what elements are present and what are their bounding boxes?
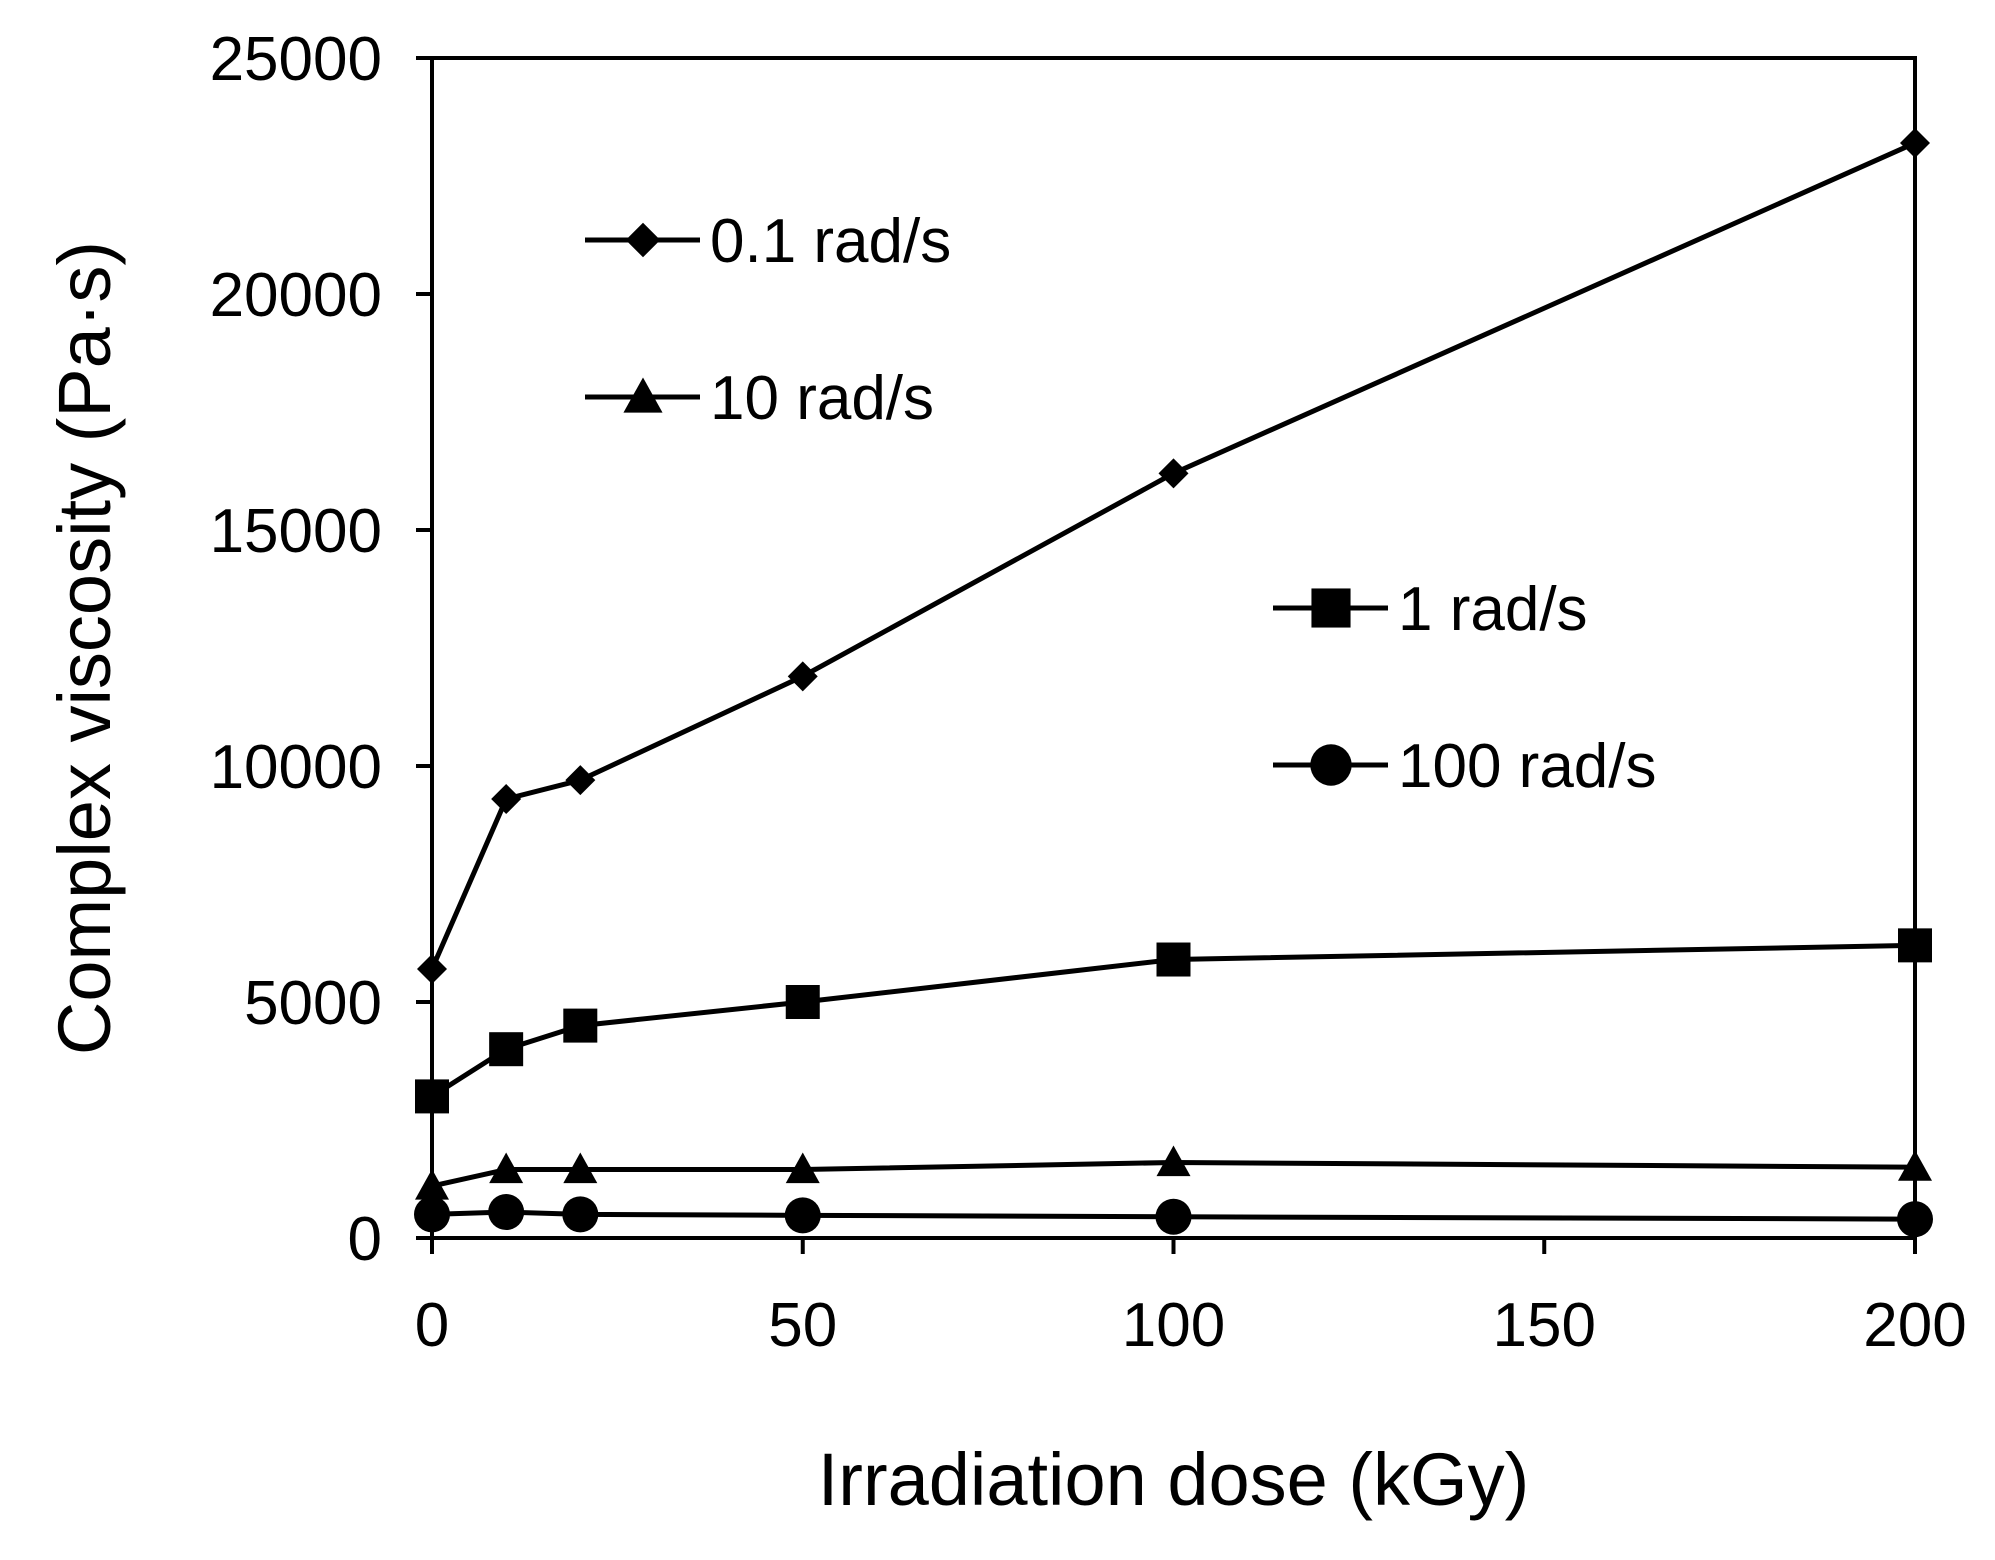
- axis-ticks: 0 5000 10000 15000 20000 25000 0 50 100 150 200: [210, 25, 1967, 1360]
- series-layer: [414, 127, 1933, 1240]
- data-point-0-1-rad-s: [565, 765, 596, 796]
- y-tick-label: 15000: [210, 497, 382, 566]
- data-point-1-rad-s: [1898, 928, 1932, 963]
- data-point-100-rad-s: [488, 1194, 525, 1231]
- legend-item: 100 rad/s: [1273, 732, 1657, 801]
- data-point-100-rad-s: [562, 1196, 599, 1233]
- legend-marker: [1311, 588, 1351, 628]
- data-point-1-rad-s: [563, 1008, 598, 1043]
- x-tick-label: 0: [415, 1291, 449, 1360]
- data-point-1-rad-s: [1156, 942, 1191, 977]
- legend-marker: [623, 377, 663, 413]
- data-point-0-1-rad-s: [1900, 127, 1930, 158]
- x-axis-title: Irradiation dose (kGy): [818, 1438, 1530, 1521]
- y-tick-label: 10000: [210, 733, 382, 802]
- y-tick-label: 25000: [210, 25, 382, 94]
- y-tick-label: 5000: [244, 969, 382, 1038]
- data-point-1-rad-s: [785, 985, 820, 1019]
- data-point-10-rad-s: [1156, 1145, 1191, 1177]
- data-point-10-rad-s: [415, 1169, 449, 1200]
- series-line-10-rad-s: [431, 1159, 1916, 1189]
- data-point-0-1-rad-s: [1158, 458, 1189, 489]
- data-point-100-rad-s: [414, 1196, 450, 1233]
- x-tick-label: 200: [1863, 1291, 1966, 1360]
- legend-item: 1 rad/s: [1273, 575, 1588, 644]
- data-point-10-rad-s: [785, 1152, 820, 1184]
- series-1-rad-s: [415, 928, 1932, 1114]
- data-point-1-rad-s: [415, 1079, 449, 1114]
- y-tick-label: 0: [348, 1205, 382, 1274]
- legend-label: 100 rad/s: [1398, 732, 1657, 801]
- legend-marker: [625, 222, 661, 258]
- legend-item: 0.1 rad/s: [585, 207, 951, 276]
- data-point-0-1-rad-s: [417, 953, 447, 984]
- data-point-10-rad-s: [489, 1152, 524, 1184]
- series-line-0-1-rad-s: [429, 140, 1917, 970]
- series-100-rad-s: [414, 1194, 1933, 1238]
- data-point-100-rad-s: [1155, 1198, 1192, 1235]
- legend: 0.1 rad/s 10 rad/s 1 rad/s 100 rad/s: [585, 207, 1657, 801]
- data-point-0-1-rad-s: [491, 784, 522, 815]
- y-tick-label: 20000: [210, 261, 382, 330]
- data-point-100-rad-s: [1897, 1201, 1933, 1238]
- legend-marker: [1310, 744, 1352, 786]
- x-tick-label: 100: [1122, 1291, 1225, 1360]
- series-10-rad-s: [415, 1145, 1932, 1200]
- data-point-10-rad-s: [1898, 1150, 1932, 1181]
- legend-label: 1 rad/s: [1398, 575, 1588, 644]
- legend-label: 10 rad/s: [710, 364, 934, 433]
- data-point-100-rad-s: [784, 1197, 821, 1234]
- x-tick-label: 150: [1493, 1291, 1596, 1360]
- legend-item: 10 rad/s: [585, 364, 934, 433]
- x-tick-label: 50: [768, 1291, 837, 1360]
- y-axis-title: Complex viscosity (Pa·s): [43, 241, 126, 1055]
- series-0-1-rad-s: [417, 127, 1930, 984]
- data-point-1-rad-s: [489, 1032, 524, 1067]
- data-point-10-rad-s: [563, 1152, 598, 1184]
- data-point-0-1-rad-s: [787, 661, 818, 692]
- legend-label: 0.1 rad/s: [710, 207, 951, 276]
